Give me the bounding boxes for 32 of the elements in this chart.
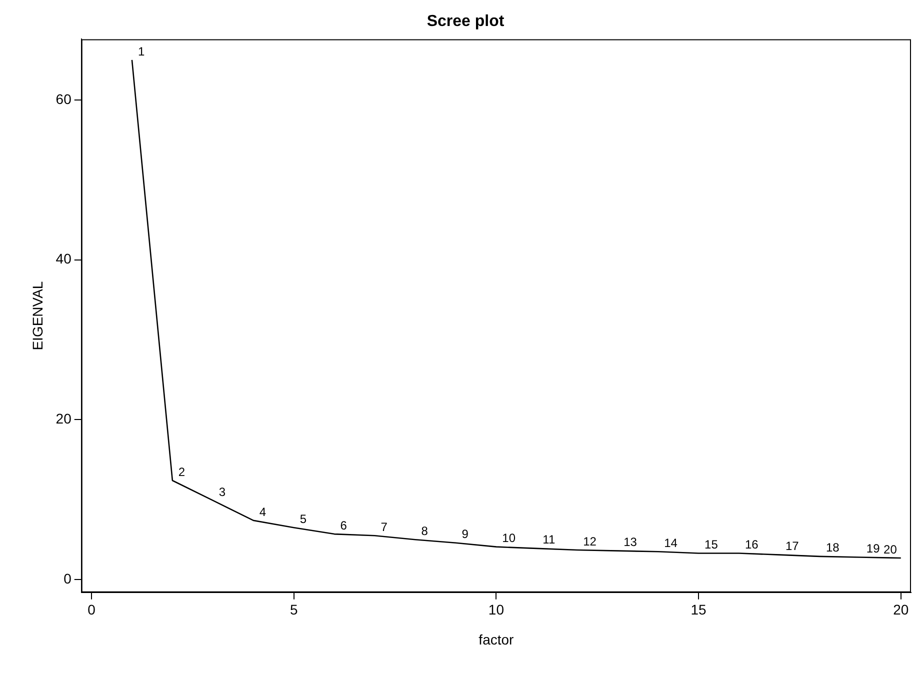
x-tick-label: 10 [488,602,504,618]
y-tick-label: 0 [64,570,72,586]
annotation: 3 [218,484,226,499]
annotation: 18 [826,540,840,555]
annotation: 12 [583,534,597,548]
x-tick-label: 5 [290,602,298,618]
annotation: 10 [502,531,516,546]
annotation: 6 [340,518,348,532]
x-tick-label: 15 [690,602,707,618]
x-tick-label: 20 [893,602,909,618]
chart-title: Scree plot [426,13,505,30]
annotation: 17 [785,539,800,554]
annotation: 14 [664,536,678,550]
annotation: 1 [138,44,145,58]
annotation: 9 [462,527,469,542]
annotation: 11 [542,532,556,547]
annotation: 16 [745,538,759,552]
annotation: 20 [884,542,898,556]
annotation: 4 [259,504,266,519]
y-axis-title: EIGENVAL [29,281,46,350]
y-tick-label: 40 [56,250,72,267]
y-tick-label: 20 [56,410,72,427]
annotation: 7 [380,520,388,534]
annotation: 15 [704,538,718,552]
x-tick-label: 0 [88,602,96,618]
annotation: 13 [624,535,638,550]
annotation: 2 [178,464,186,479]
y-tick-label: 60 [56,90,72,107]
x-axis-title: factor [478,631,514,648]
annotation: 5 [300,512,307,526]
annotation: 8 [421,524,428,538]
annotation: 19 [866,542,880,556]
